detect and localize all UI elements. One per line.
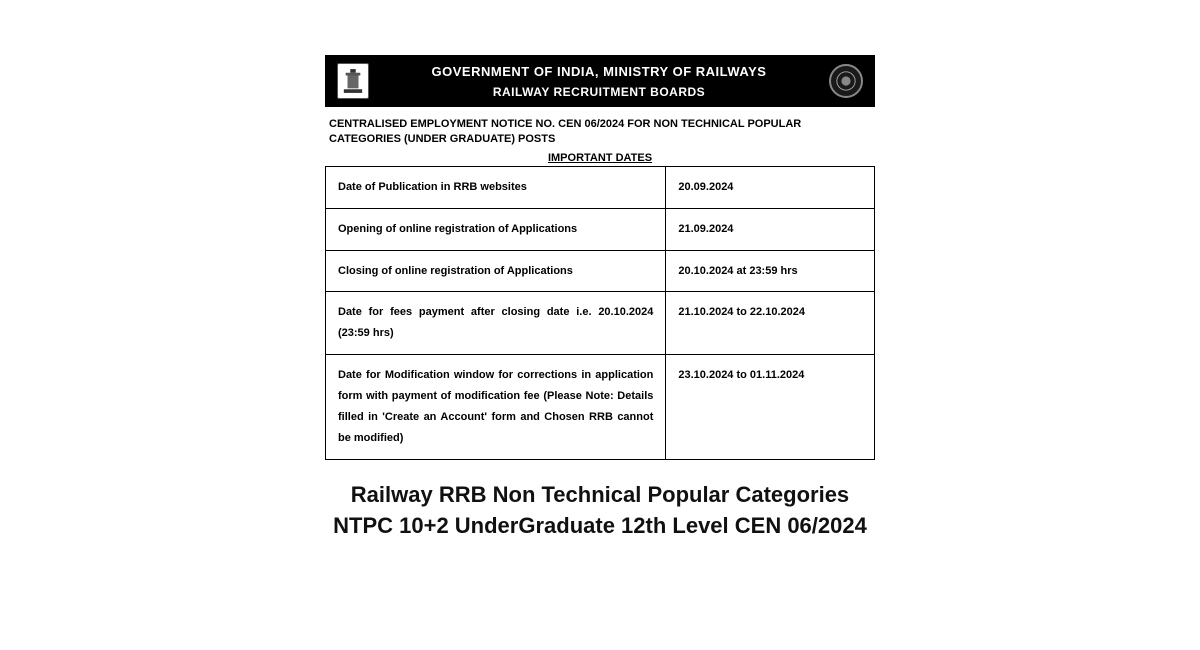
- date-label: Date for Modification window for correct…: [326, 355, 666, 460]
- table-row: Opening of online registration of Applic…: [326, 208, 875, 250]
- important-dates-label: IMPORTANT DATES: [325, 152, 875, 164]
- date-label: Date for fees payment after closing date…: [326, 292, 666, 355]
- date-value: 20.09.2024: [666, 166, 875, 208]
- date-label: Date of Publication in RRB websites: [326, 166, 666, 208]
- date-value: 23.10.2024 to 01.11.2024: [666, 355, 875, 460]
- table-row: Date for Modification window for correct…: [326, 355, 875, 460]
- header-line2: RAILWAY RECRUITMENT BOARDS: [369, 85, 829, 99]
- notice-container: GOVERNMENT OF INDIA, MINISTRY OF RAILWAY…: [325, 55, 875, 460]
- notice-title: CENTRALISED EMPLOYMENT NOTICE NO. CEN 06…: [329, 117, 871, 148]
- caption-line1: Railway RRB Non Technical Popular Catego…: [333, 480, 867, 511]
- date-value: 21.10.2024 to 22.10.2024: [666, 292, 875, 355]
- date-label: Opening of online registration of Applic…: [326, 208, 666, 250]
- date-value: 21.09.2024: [666, 208, 875, 250]
- table-row: Date of Publication in RRB websites 20.0…: [326, 166, 875, 208]
- caption: Railway RRB Non Technical Popular Catego…: [333, 480, 867, 542]
- emblem-india-icon: [337, 63, 369, 99]
- caption-line2: NTPC 10+2 UnderGraduate 12th Level CEN 0…: [333, 511, 867, 542]
- header-bar: GOVERNMENT OF INDIA, MINISTRY OF RAILWAY…: [325, 55, 875, 107]
- emblem-railway-icon: [829, 64, 863, 98]
- date-value: 20.10.2024 at 23:59 hrs: [666, 250, 875, 292]
- table-row: Date for fees payment after closing date…: [326, 292, 875, 355]
- header-center: GOVERNMENT OF INDIA, MINISTRY OF RAILWAY…: [369, 64, 829, 99]
- header-line1: GOVERNMENT OF INDIA, MINISTRY OF RAILWAY…: [369, 64, 829, 79]
- date-label: Closing of online registration of Applic…: [326, 250, 666, 292]
- table-row: Closing of online registration of Applic…: [326, 250, 875, 292]
- dates-table: Date of Publication in RRB websites 20.0…: [325, 166, 875, 460]
